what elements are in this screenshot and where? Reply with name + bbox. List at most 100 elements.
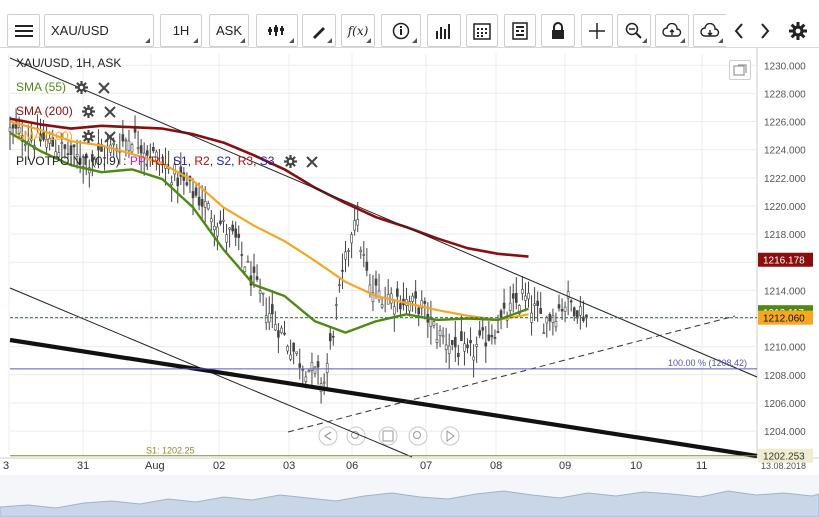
candle-body xyxy=(575,310,579,319)
info-icon xyxy=(392,22,410,39)
gear-icon[interactable] xyxy=(75,81,89,95)
candle-body xyxy=(481,327,485,331)
crosshair-button[interactable] xyxy=(581,14,613,47)
legend-pivot-s3: S3 xyxy=(259,154,275,168)
x-tick-label: 10 xyxy=(630,460,642,472)
candle-body xyxy=(14,121,18,129)
y-tick-label: 1220.000 xyxy=(764,202,806,213)
chart-title: XAU/USD, 1H, ASK xyxy=(16,56,122,70)
menu-button[interactable] xyxy=(7,14,40,47)
candle-body xyxy=(524,295,527,301)
candle-body xyxy=(267,312,271,323)
popout-button[interactable] xyxy=(729,60,751,80)
y-tick-label: 1208.000 xyxy=(764,371,806,382)
y-tick-label: 1222.000 xyxy=(764,174,806,185)
candle-body xyxy=(185,182,189,186)
candle-body xyxy=(450,340,454,345)
candle-body xyxy=(130,144,134,153)
close-icon[interactable] xyxy=(104,131,117,143)
gear-icon[interactable] xyxy=(283,155,297,169)
candle-body xyxy=(463,343,466,352)
download-button[interactable] xyxy=(693,14,727,47)
candle-body xyxy=(536,300,539,306)
candle-body xyxy=(444,344,448,350)
candle-body xyxy=(582,316,585,321)
prev-icon xyxy=(323,431,332,441)
candle-body xyxy=(331,335,335,338)
close-icon[interactable] xyxy=(97,82,110,94)
fit-icon[interactable] xyxy=(378,426,398,446)
candle-body xyxy=(502,302,506,309)
candle-body xyxy=(307,370,311,373)
close-icon[interactable] xyxy=(104,106,117,118)
upload-button[interactable] xyxy=(655,14,689,47)
next-button[interactable] xyxy=(752,14,777,47)
lock-icon xyxy=(552,21,564,39)
play-icon[interactable] xyxy=(440,426,460,446)
candle-body xyxy=(447,345,451,354)
settings-button[interactable] xyxy=(784,14,812,47)
candle-body xyxy=(197,196,201,206)
candle-body xyxy=(30,138,33,141)
candle-body xyxy=(301,369,305,372)
candle-body xyxy=(460,331,463,342)
candle-body xyxy=(429,316,433,327)
candle-body xyxy=(411,295,414,302)
candle-body xyxy=(176,177,180,187)
candle-body xyxy=(371,292,375,302)
volume-icon xyxy=(436,23,450,39)
candle-body xyxy=(145,150,149,156)
candle-body xyxy=(475,344,478,347)
candle-body xyxy=(313,366,317,374)
candle-body xyxy=(252,266,256,273)
x-end-label: 13.08.2018 xyxy=(761,461,806,471)
x-tick-label: Aug xyxy=(145,460,165,472)
legend-pivot-s2: S2 xyxy=(216,154,232,168)
crosshair-icon xyxy=(589,22,605,39)
candle-body xyxy=(414,291,417,299)
price-side-selector[interactable]: ASK xyxy=(209,14,249,47)
prev-button[interactable] xyxy=(726,14,751,47)
candle-body xyxy=(240,254,244,256)
candle-body xyxy=(453,337,457,348)
x-tick-label: 3 xyxy=(3,460,9,472)
candle-body xyxy=(335,304,338,306)
close-icon[interactable] xyxy=(306,156,318,168)
news-button[interactable] xyxy=(504,14,536,47)
candle-body xyxy=(219,220,222,224)
volume-button[interactable] xyxy=(427,14,461,47)
y-tick-label: 1206.000 xyxy=(764,399,806,410)
zoom-in-icon[interactable] xyxy=(408,426,428,446)
s1-level-label: S1: 1202.25 xyxy=(146,446,195,456)
candle-body xyxy=(328,333,332,342)
lock-button[interactable] xyxy=(541,14,575,47)
price-chart[interactable]: 1230.000 1228.000 1226.000 1224.000 1222.000… xyxy=(0,48,819,517)
timeframe-selector[interactable]: 1H xyxy=(160,14,202,47)
indicators-button[interactable]: f(x) xyxy=(341,14,375,47)
candle-body xyxy=(97,143,100,151)
candle-body xyxy=(423,301,427,304)
candle-body xyxy=(91,154,94,162)
x-tick-label: 06 xyxy=(346,460,358,472)
candle-body xyxy=(42,132,45,140)
candle-body xyxy=(11,124,15,129)
symbol-selector[interactable]: XAU/USD xyxy=(44,14,154,47)
draw-button[interactable] xyxy=(302,14,336,47)
calendar-button[interactable] xyxy=(466,14,498,47)
candle-body xyxy=(295,351,299,354)
candle-body xyxy=(179,166,183,177)
candle-body xyxy=(487,334,491,341)
candle-body xyxy=(341,269,344,272)
chart-type-button[interactable] xyxy=(256,14,298,47)
candle-body xyxy=(545,317,549,324)
gear-icon[interactable] xyxy=(82,130,96,144)
candle-body xyxy=(72,144,76,148)
popout-icon xyxy=(733,64,747,76)
prev-icon[interactable] xyxy=(318,426,338,446)
gear-icon[interactable] xyxy=(82,105,96,119)
zoom-button[interactable] xyxy=(617,14,651,47)
info-button[interactable] xyxy=(381,14,421,47)
candle-body xyxy=(206,203,210,210)
candle-body xyxy=(508,302,512,312)
candle-body xyxy=(310,361,314,371)
